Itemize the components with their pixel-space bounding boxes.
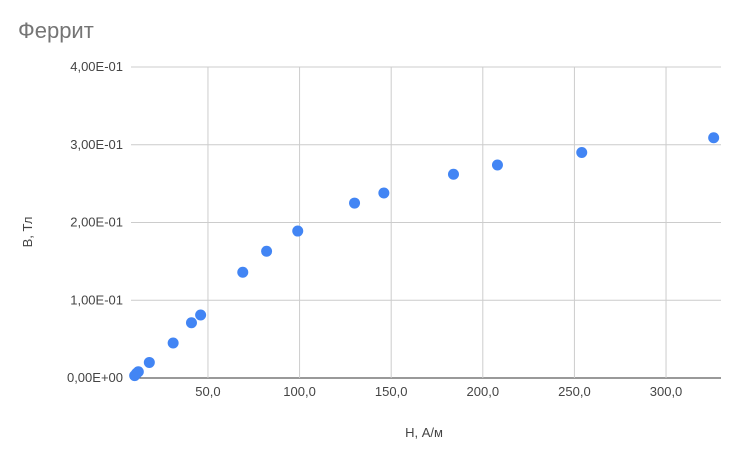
data-point xyxy=(132,366,144,378)
x-tick-label: 250,0 xyxy=(558,384,591,399)
y-tick-label: 1,00E-01 xyxy=(70,292,123,307)
tick-labels: 0,00E+00 1,00E-01 2,00E-01 3,00E-01 4,00E-01… xyxy=(67,59,682,399)
data-point xyxy=(447,168,459,180)
data-point xyxy=(708,132,720,144)
data-point xyxy=(237,266,249,278)
data-points xyxy=(129,132,720,382)
x-axis-label: H, А/м xyxy=(405,425,443,440)
data-point xyxy=(349,197,361,209)
x-tick-label: 300,0 xyxy=(650,384,683,399)
y-tick-label: 3,00E-01 xyxy=(70,137,123,152)
data-point xyxy=(292,225,304,237)
chart-title: Феррит xyxy=(18,18,94,43)
data-point xyxy=(576,147,588,159)
data-point xyxy=(378,187,390,199)
x-tick-label: 200,0 xyxy=(467,384,500,399)
data-point xyxy=(195,309,207,321)
y-axis-label: B, Тл xyxy=(20,217,35,248)
data-point xyxy=(491,159,503,171)
x-tick-label: 150,0 xyxy=(375,384,408,399)
y-tick-label: 0,00E+00 xyxy=(67,370,123,385)
data-point xyxy=(167,337,179,349)
data-point xyxy=(185,317,197,329)
x-tick-label: 100,0 xyxy=(283,384,316,399)
y-tick-label: 2,00E-01 xyxy=(70,215,123,230)
data-point xyxy=(261,245,273,257)
data-point xyxy=(143,356,155,368)
x-tick-label: 50,0 xyxy=(195,384,220,399)
y-tick-label: 4,00E-01 xyxy=(70,59,123,74)
grid-lines xyxy=(131,66,721,379)
